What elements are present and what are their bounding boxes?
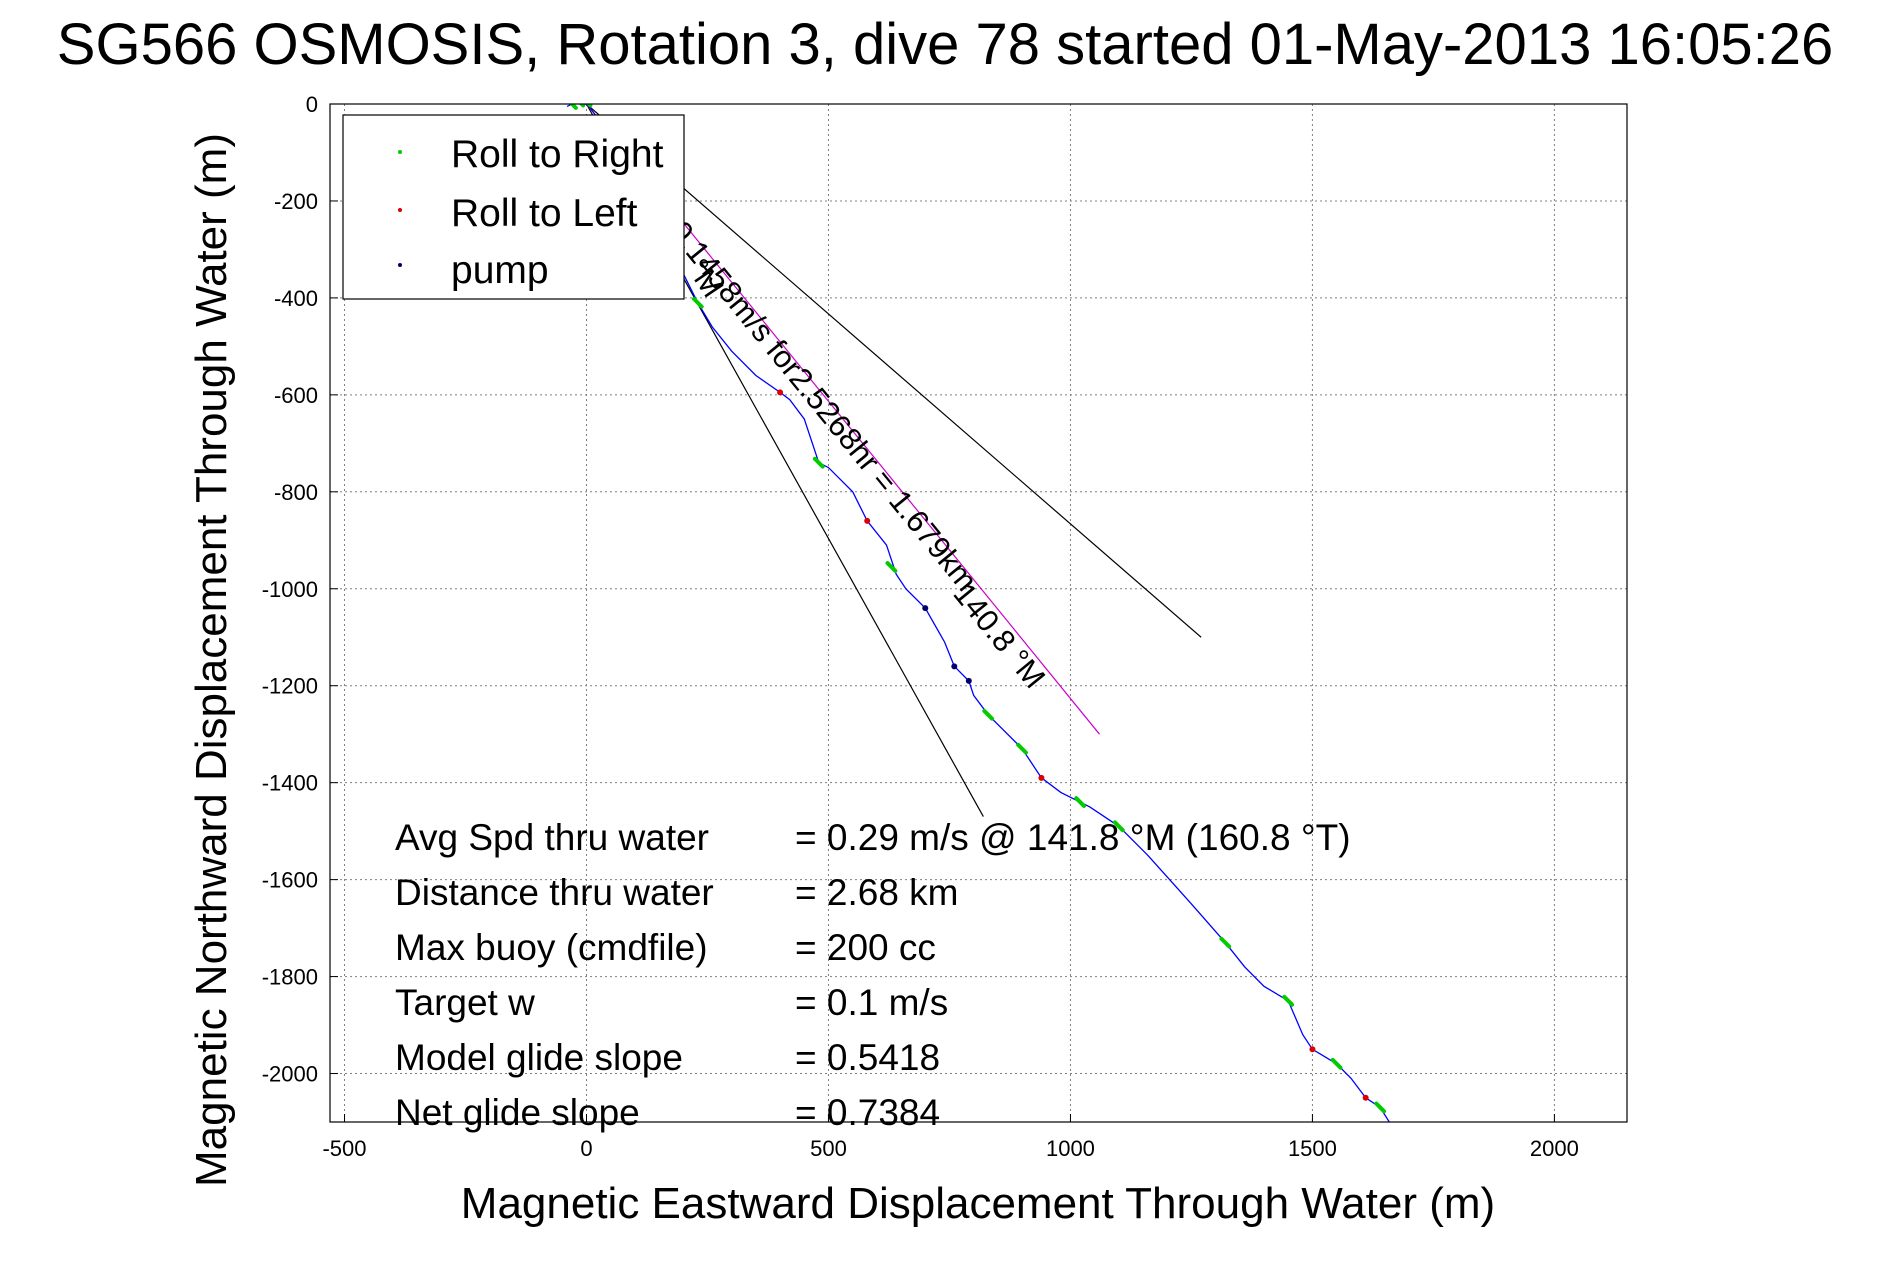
- stats-block: Avg Spd thru water = 0.29 m/s @ 141.8 °M…: [395, 817, 1351, 1133]
- x-tick-label: 1000: [1046, 1136, 1095, 1161]
- plot-frame: [329, 103, 1628, 1123]
- y-tick-label: 0: [306, 92, 318, 117]
- y-tick-label: -1200: [262, 674, 318, 699]
- legend-label-pump: pump: [451, 249, 549, 292]
- y-tick-label: -1400: [262, 771, 318, 796]
- x-axis-label: Magnetic Eastward Displacement Through W…: [461, 1179, 1495, 1228]
- y-tick-label: -600: [274, 383, 318, 408]
- roll-left-marker: [1389, 1124, 1395, 1130]
- roll-right-marker: [885, 561, 898, 573]
- stat-value-avg-speed: = 0.29 m/s @ 141.8 °M (160.8 °T): [795, 817, 1351, 858]
- y-tick-labels: 0 -200 -400 -600 -800 -1000 -1200 -1400 -1600 -18…: [262, 92, 318, 1087]
- roll-right-marker: [1330, 1057, 1343, 1070]
- chart-title: SG566 OSMOSIS, Rotation 3, dive 78 start…: [57, 12, 1833, 77]
- roll-right-marker: [1282, 994, 1295, 1007]
- roll-right-marker: [1374, 1101, 1387, 1114]
- roll-left-marker: [864, 517, 871, 524]
- stat-value-max-buoy: = 200 cc: [795, 927, 936, 968]
- roll-right-marker: [569, 104, 578, 110]
- x-tick-labels: -500 0 500 1000 1500 2000: [322, 1136, 1578, 1161]
- legend-label-right: Roll to Right: [451, 133, 664, 176]
- y-tick-label: -1600: [262, 868, 318, 893]
- stat-name-avg-speed: Avg Spd thru water: [395, 817, 709, 858]
- legend-box: [342, 114, 685, 300]
- legend-label-left: Roll to Left: [451, 192, 638, 235]
- x-tick-label: 500: [810, 1136, 847, 1161]
- x-tick-label: 2000: [1530, 1136, 1579, 1161]
- pump-marker: [922, 605, 929, 612]
- x-tick-label: -500: [322, 1136, 366, 1161]
- stat-name-target-w: Target w: [395, 982, 535, 1023]
- legend-marker-left: [398, 208, 402, 212]
- stat-value-distance: = 2.68 km: [795, 872, 959, 913]
- roll-left-marker: [1362, 1094, 1369, 1101]
- y-tick-label: -800: [274, 480, 318, 505]
- roll-left-marker: [1309, 1046, 1316, 1053]
- stat-name-distance: Distance thru water: [395, 872, 714, 913]
- roll-right-marker: [982, 708, 995, 721]
- stat-value-target-w: = 0.1 m/s: [795, 982, 948, 1023]
- roll-right-marker: [1219, 936, 1232, 949]
- y-tick-label: -1800: [262, 965, 318, 990]
- roll-left-marker: [777, 389, 784, 396]
- x-tick-label: 0: [580, 1136, 592, 1161]
- roll-right-marker: [1074, 796, 1087, 808]
- legend-marker-right: [398, 150, 402, 154]
- stat-value-model-slope: = 0.5418: [795, 1037, 940, 1078]
- wedge-line: [586, 104, 1202, 638]
- roll-left-marker: [1038, 774, 1045, 781]
- stat-value-net-slope: = 0.7384: [795, 1092, 940, 1133]
- y-axis-label: Magnetic Northward Displacement Through …: [187, 133, 236, 1187]
- pump-marker: [951, 663, 958, 670]
- legend-marker-pump: [398, 263, 402, 267]
- stat-name-max-buoy: Max buoy (cmdfile): [395, 927, 708, 968]
- stat-name-model-slope: Model glide slope: [395, 1037, 683, 1078]
- roll-right-marker: [812, 456, 825, 469]
- roll-right-marker: [1112, 820, 1125, 833]
- y-tick-label: -200: [274, 189, 318, 214]
- roll-right-marker: [691, 296, 704, 309]
- x-tick-label: 1500: [1288, 1136, 1337, 1161]
- roll-right-marker: [1016, 742, 1028, 755]
- y-tick-label: -2000: [262, 1062, 318, 1087]
- stat-name-net-slope: Net glide slope: [395, 1092, 640, 1133]
- roll-pump-markers: [569, 104, 1395, 1130]
- legend: Roll to Right Roll to Left pump: [342, 114, 685, 300]
- y-tick-label: -400: [274, 286, 318, 311]
- pump-marker: [965, 677, 972, 684]
- y-tick-label: -1000: [262, 577, 318, 602]
